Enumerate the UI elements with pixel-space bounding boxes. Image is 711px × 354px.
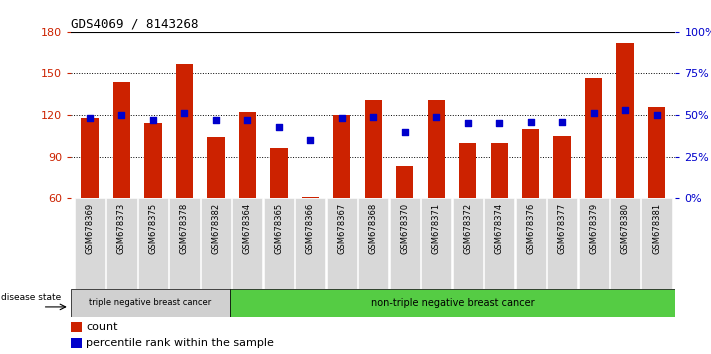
Bar: [71, 338, 82, 348]
Text: count: count: [86, 322, 118, 332]
Point: [178, 110, 190, 116]
Bar: [176, 64, 193, 198]
Point: [588, 110, 599, 116]
Bar: [333, 115, 351, 198]
Bar: [453, 198, 483, 289]
Bar: [71, 322, 82, 332]
Bar: [201, 198, 231, 289]
Bar: [547, 198, 577, 289]
Text: disease state: disease state: [1, 292, 62, 302]
Text: triple negative breast cancer: triple negative breast cancer: [90, 298, 212, 307]
Point: [557, 119, 568, 125]
Point: [210, 117, 222, 123]
Bar: [427, 100, 445, 198]
Bar: [81, 118, 99, 198]
Point: [493, 120, 505, 126]
Bar: [579, 198, 609, 289]
Point: [116, 112, 127, 118]
Bar: [295, 198, 326, 289]
Bar: [390, 198, 420, 289]
Bar: [270, 148, 287, 198]
Text: GSM678375: GSM678375: [149, 203, 157, 254]
Bar: [358, 198, 388, 289]
Bar: [553, 136, 571, 198]
Bar: [264, 198, 294, 289]
Text: GSM678366: GSM678366: [306, 203, 315, 254]
Bar: [522, 129, 540, 198]
Bar: [239, 112, 256, 198]
Bar: [421, 198, 451, 289]
Text: GSM678374: GSM678374: [495, 203, 503, 254]
Text: GSM678365: GSM678365: [274, 203, 284, 254]
Bar: [207, 137, 225, 198]
Bar: [491, 143, 508, 198]
Text: GSM678378: GSM678378: [180, 203, 189, 254]
Point: [147, 117, 159, 123]
Bar: [365, 100, 382, 198]
Bar: [616, 43, 634, 198]
Text: GSM678381: GSM678381: [652, 203, 661, 254]
Bar: [71, 289, 230, 317]
Text: GDS4069 / 8143268: GDS4069 / 8143268: [71, 18, 198, 31]
Bar: [75, 198, 105, 289]
Text: GSM678371: GSM678371: [432, 203, 441, 254]
Bar: [459, 143, 476, 198]
Point: [619, 107, 631, 113]
Bar: [648, 107, 665, 198]
Bar: [230, 289, 675, 317]
Bar: [585, 78, 602, 198]
Text: percentile rank within the sample: percentile rank within the sample: [86, 338, 274, 348]
Bar: [169, 198, 200, 289]
Text: non-triple negative breast cancer: non-triple negative breast cancer: [371, 298, 535, 308]
Bar: [484, 198, 514, 289]
Bar: [641, 198, 672, 289]
Text: GSM678368: GSM678368: [369, 203, 378, 254]
Point: [336, 115, 348, 121]
Point: [462, 120, 474, 126]
Text: GSM678373: GSM678373: [117, 203, 126, 254]
Point: [85, 115, 96, 121]
Bar: [232, 198, 262, 289]
Bar: [610, 198, 640, 289]
Text: GSM678380: GSM678380: [621, 203, 629, 254]
Text: GSM678369: GSM678369: [85, 203, 95, 254]
Text: GSM678372: GSM678372: [463, 203, 472, 254]
Point: [304, 137, 316, 143]
Bar: [396, 166, 413, 198]
Text: GSM678382: GSM678382: [211, 203, 220, 254]
Point: [431, 114, 442, 120]
Text: GSM678377: GSM678377: [557, 203, 567, 254]
Text: GSM678379: GSM678379: [589, 203, 598, 254]
Point: [399, 129, 410, 135]
Point: [273, 124, 284, 130]
Bar: [138, 198, 168, 289]
Point: [368, 114, 379, 120]
Text: GSM678376: GSM678376: [526, 203, 535, 254]
Bar: [144, 124, 161, 198]
Point: [242, 117, 253, 123]
Bar: [107, 198, 137, 289]
Bar: [515, 198, 546, 289]
Bar: [301, 197, 319, 198]
Point: [651, 112, 662, 118]
Text: GSM678370: GSM678370: [400, 203, 410, 254]
Text: GSM678364: GSM678364: [243, 203, 252, 254]
Bar: [113, 82, 130, 198]
Point: [525, 119, 536, 125]
Bar: [326, 198, 357, 289]
Text: GSM678367: GSM678367: [337, 203, 346, 254]
